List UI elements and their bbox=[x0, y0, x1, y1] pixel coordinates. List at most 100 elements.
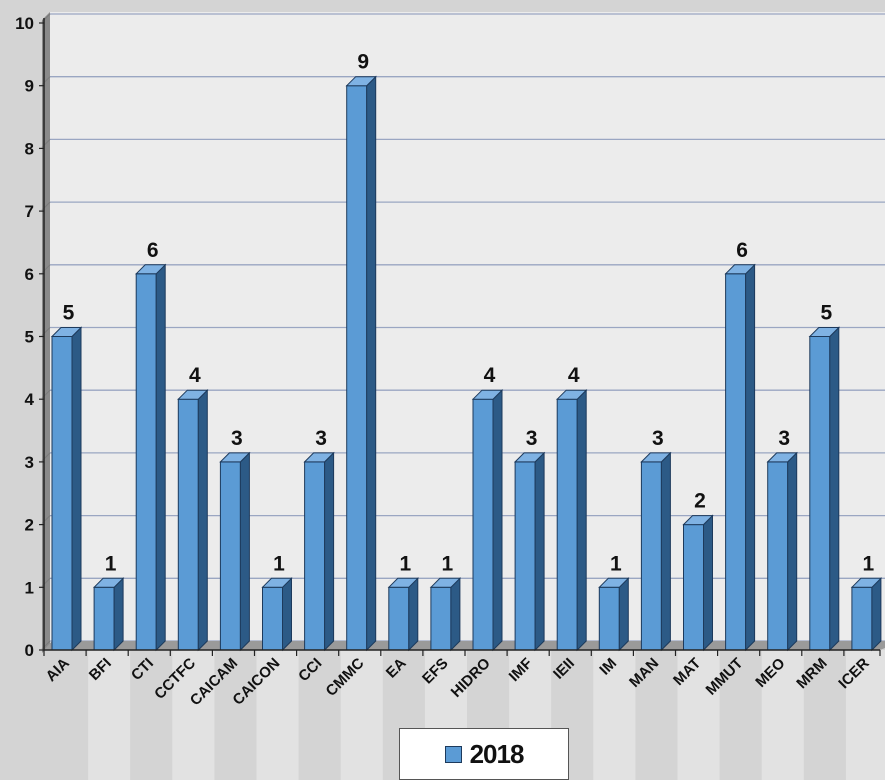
bar-front bbox=[304, 461, 326, 651]
bar-side bbox=[618, 577, 629, 652]
bar-side bbox=[492, 388, 503, 652]
bar-front bbox=[430, 586, 452, 651]
bar-top bbox=[387, 577, 420, 588]
x-tick-label: CCI bbox=[295, 655, 325, 685]
bar-top bbox=[555, 389, 588, 400]
bar-hidro bbox=[471, 388, 504, 652]
bar-front bbox=[640, 461, 662, 651]
bar-front bbox=[388, 586, 410, 651]
data-label: 2 bbox=[694, 490, 706, 513]
data-label: 6 bbox=[147, 239, 159, 262]
bar-mrm bbox=[808, 326, 841, 652]
plot-floor bbox=[44, 641, 885, 650]
bars bbox=[50, 75, 883, 652]
bar-efs bbox=[429, 577, 462, 652]
bar-side bbox=[408, 577, 419, 652]
background-band bbox=[172, 650, 215, 780]
bar-im bbox=[598, 577, 630, 652]
bar-side bbox=[197, 388, 208, 652]
floor-surface bbox=[44, 641, 885, 650]
bar-top bbox=[429, 577, 462, 588]
data-label: 6 bbox=[736, 239, 748, 262]
y-tick-label: 3 bbox=[25, 453, 34, 472]
bar-top bbox=[471, 389, 504, 400]
data-label: 3 bbox=[778, 427, 790, 450]
bar-side bbox=[829, 326, 840, 652]
bar-top bbox=[50, 327, 83, 337]
x-tick-label: IEII bbox=[550, 655, 578, 683]
y-tick-label: 0 bbox=[25, 641, 34, 660]
bar-top bbox=[92, 577, 125, 588]
bar-side bbox=[534, 451, 545, 652]
data-label: 3 bbox=[231, 427, 243, 450]
bar-top bbox=[513, 452, 546, 463]
bar-cctfc bbox=[177, 388, 209, 652]
data-label: 1 bbox=[273, 552, 285, 575]
x-tick-label: AIA bbox=[43, 655, 73, 685]
data-label: 4 bbox=[189, 364, 201, 387]
bar-top bbox=[134, 264, 167, 275]
y-tick-label: 9 bbox=[25, 77, 34, 96]
bar-side bbox=[745, 263, 756, 652]
background-band bbox=[677, 650, 720, 780]
bar-front bbox=[556, 398, 578, 651]
bar-mat bbox=[682, 514, 714, 652]
bar-cci bbox=[303, 451, 335, 652]
y-tick-label: 6 bbox=[25, 265, 34, 284]
bar-front bbox=[262, 586, 283, 651]
y-tick-label: 10 bbox=[15, 14, 34, 33]
bar-side bbox=[282, 577, 292, 652]
bar-man bbox=[640, 451, 672, 652]
data-label: 5 bbox=[63, 302, 75, 325]
bar-icer bbox=[850, 577, 883, 652]
bar-mmut bbox=[724, 263, 756, 652]
bar-side bbox=[787, 451, 798, 652]
bar-top bbox=[724, 264, 756, 275]
y-tick-label: 2 bbox=[25, 516, 34, 535]
data-label: 3 bbox=[315, 427, 327, 450]
legend-swatch bbox=[444, 745, 462, 763]
y-tick-label: 1 bbox=[25, 578, 34, 597]
bar-side bbox=[660, 451, 671, 652]
plot-side-wall bbox=[42, 12, 50, 653]
bar-side bbox=[576, 388, 587, 652]
data-label: 3 bbox=[652, 427, 664, 450]
bar-top bbox=[598, 577, 630, 588]
background-band bbox=[256, 650, 299, 780]
data-label: 1 bbox=[105, 552, 117, 575]
x-tick-label: EA bbox=[383, 655, 410, 682]
y-tick-label: 5 bbox=[25, 328, 34, 347]
bar-side bbox=[239, 451, 250, 652]
y-tick-label: 8 bbox=[25, 139, 34, 158]
x-tick-label: CTI bbox=[128, 655, 157, 684]
legend: 2018 bbox=[399, 728, 569, 780]
bar-imf bbox=[513, 451, 546, 652]
bar-top bbox=[808, 327, 841, 337]
bar-top bbox=[177, 389, 209, 400]
plot-back-wall bbox=[50, 12, 885, 645]
bar-side bbox=[155, 263, 166, 652]
data-label: 1 bbox=[863, 552, 875, 575]
background-band bbox=[88, 650, 131, 780]
y-tick-label: 7 bbox=[25, 202, 34, 221]
bar-side bbox=[450, 577, 461, 652]
y-tick-label: 4 bbox=[25, 390, 35, 409]
data-label: 9 bbox=[357, 51, 369, 74]
bar-caicam bbox=[219, 451, 251, 652]
bar-front bbox=[219, 461, 241, 651]
bar-top bbox=[261, 577, 293, 588]
bar-aia bbox=[50, 326, 83, 652]
bar-side bbox=[871, 577, 882, 652]
bar-front bbox=[809, 336, 831, 651]
y-axis: 0 1 2 3 4 5 6 7 8 9 10 bbox=[15, 14, 45, 660]
bar-front bbox=[472, 398, 494, 651]
background-band bbox=[845, 650, 885, 780]
bar-front bbox=[514, 461, 536, 651]
bar-top bbox=[345, 76, 377, 87]
bar-front bbox=[93, 586, 115, 651]
bar-front bbox=[346, 85, 368, 651]
bar-side bbox=[324, 451, 335, 652]
bar-ea bbox=[387, 577, 420, 652]
bar-cti bbox=[134, 263, 167, 652]
bar-side bbox=[71, 326, 82, 652]
